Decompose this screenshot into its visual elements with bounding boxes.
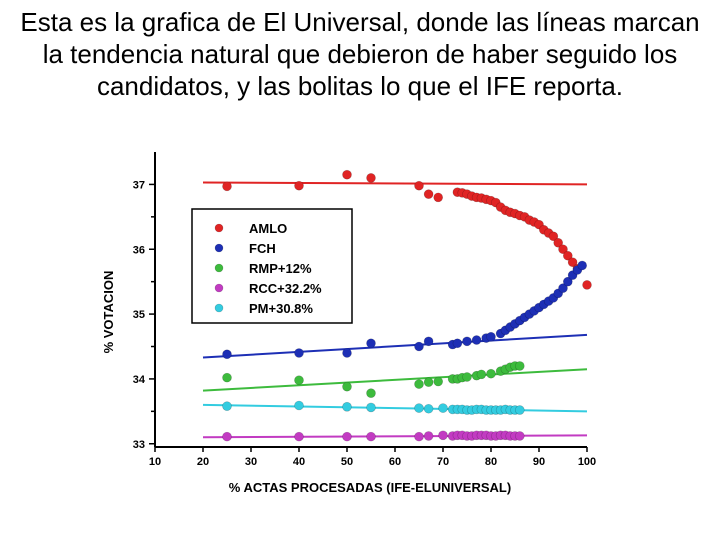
- point-pm-30-8: [514, 405, 525, 415]
- y-tick-label: 35: [133, 309, 145, 321]
- x-axis-label: % ACTAS PROCESADAS (IFE-ELUNIVERSAL): [229, 480, 511, 495]
- legend-label: RCC+32.2%: [249, 281, 322, 296]
- point-amlo: [567, 257, 578, 268]
- axes: 10 20 30 40 50 60 70 80 90 100 33 34 35 36 37: [133, 152, 596, 468]
- x-tick-label: 70: [437, 456, 449, 468]
- legend-marker: [214, 263, 224, 273]
- point-pm-30-8: [423, 403, 434, 414]
- x-tick-label: 30: [245, 456, 257, 468]
- legend-marker: [214, 243, 224, 253]
- point-amlo: [553, 237, 564, 248]
- point-rcc-32-2: [294, 431, 304, 442]
- point-pm-30-8: [366, 402, 376, 413]
- y-tick-label: 36: [133, 244, 145, 256]
- legend-marker: [214, 283, 224, 293]
- x-tick-label: 20: [197, 456, 209, 468]
- point-rmp-12: [294, 375, 304, 386]
- point-fch: [562, 276, 573, 287]
- x-tick-label: 10: [149, 456, 161, 468]
- x-tick-label: 50: [341, 456, 353, 468]
- point-fch: [342, 348, 352, 358]
- x-tick-label: 40: [293, 456, 305, 468]
- point-amlo: [342, 169, 352, 180]
- legend-label: RMP+12%: [249, 261, 312, 276]
- x-tick-label: 100: [578, 456, 596, 468]
- point-amlo: [222, 181, 232, 192]
- point-amlo: [433, 192, 444, 203]
- point-amlo: [548, 231, 559, 242]
- point-fch: [294, 348, 304, 358]
- point-rcc-32-2: [414, 431, 424, 442]
- point-rmp-12: [222, 372, 232, 383]
- point-rcc-32-2: [438, 430, 448, 441]
- point-amlo: [562, 250, 573, 261]
- point-fch: [414, 341, 424, 352]
- point-amlo: [414, 180, 424, 191]
- legend-marker: [214, 223, 224, 233]
- legend-label: AMLO: [249, 221, 287, 236]
- x-tick-label: 90: [533, 456, 545, 468]
- point-rcc-32-2: [514, 431, 525, 441]
- x-tick-label: 60: [389, 456, 401, 468]
- point-amlo: [366, 173, 376, 183]
- y-tick-label: 34: [133, 374, 146, 386]
- point-pm-30-8: [342, 402, 352, 412]
- point-fch: [222, 349, 232, 360]
- point-fch: [471, 335, 482, 345]
- y-tick-label: 37: [133, 179, 145, 191]
- y-axis-label: % VOTACION: [101, 271, 116, 354]
- point-amlo: [294, 180, 304, 191]
- point-pm-30-8: [414, 403, 424, 413]
- point-fch: [558, 283, 568, 293]
- point-fch: [452, 338, 463, 349]
- point-fch: [462, 336, 472, 347]
- point-fch: [577, 260, 588, 271]
- point-rcc-32-2: [222, 431, 232, 442]
- point-amlo: [423, 189, 434, 199]
- point-rmp-12: [366, 388, 376, 398]
- data-points: [222, 169, 592, 442]
- point-pm-30-8: [222, 401, 232, 411]
- point-rcc-32-2: [366, 431, 376, 442]
- point-pm-30-8: [294, 400, 304, 411]
- point-fch: [366, 338, 376, 349]
- point-rmp-12: [462, 372, 472, 382]
- slide-caption: Esta es la grafica de El Universal, dond…: [20, 7, 700, 101]
- point-rmp-12: [423, 377, 434, 387]
- point-rmp-12: [486, 368, 496, 379]
- legend-marker: [214, 303, 224, 313]
- legend: AMLO FCH RMP+12% RCC+32.2% PM+30.8%: [191, 208, 353, 324]
- trend-line-fch: [202, 333, 588, 359]
- point-fch: [423, 336, 434, 347]
- point-rmp-12: [342, 381, 352, 392]
- x-tick-label: 80: [485, 456, 497, 468]
- legend-label: PM+30.8%: [249, 301, 313, 316]
- legend-label: FCH: [249, 241, 276, 256]
- point-rmp-12: [414, 379, 424, 389]
- point-rcc-32-2: [423, 431, 434, 441]
- point-rmp-12: [433, 376, 444, 387]
- point-rmp-12: [514, 361, 525, 371]
- point-amlo: [582, 280, 592, 290]
- trend-line-rmp-12: [202, 368, 588, 392]
- point-pm-30-8: [438, 403, 448, 413]
- y-tick-label: 33: [133, 439, 145, 451]
- point-amlo: [558, 244, 568, 255]
- point-rcc-32-2: [342, 431, 352, 442]
- point-fch: [486, 331, 496, 342]
- trend-line-amlo: [202, 181, 588, 186]
- point-rmp-12: [476, 369, 487, 380]
- trend-line-rcc-32-2: [202, 434, 588, 439]
- trend-line-pm-30-8: [202, 403, 588, 413]
